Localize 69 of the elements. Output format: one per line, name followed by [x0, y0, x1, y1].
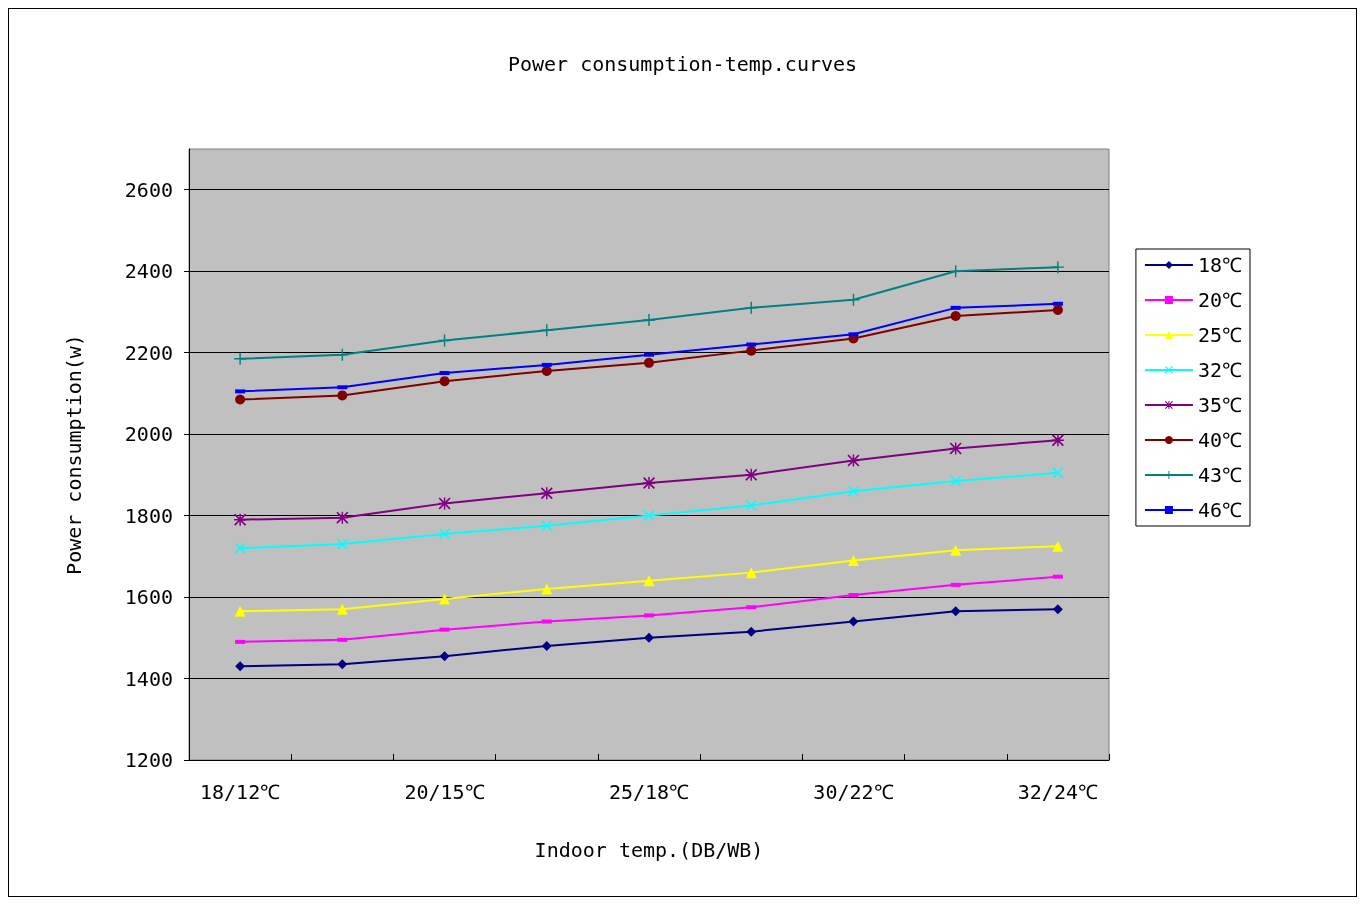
x-tick-label: 30/22℃ — [813, 780, 894, 804]
point — [745, 499, 757, 511]
y-tick-label: 1800 — [124, 503, 173, 528]
point — [950, 544, 962, 556]
point — [1051, 261, 1064, 274]
point — [1052, 604, 1063, 615]
point — [337, 390, 348, 401]
point — [643, 477, 655, 490]
legend-label: 35℃ — [1197, 393, 1243, 417]
y-tick-label: 2600 — [124, 177, 173, 202]
point — [848, 616, 859, 627]
point — [950, 606, 961, 617]
legend-label: 20℃ — [1197, 288, 1243, 312]
point — [950, 311, 961, 321]
chart-title: Power consumption-temp.curves — [507, 52, 858, 76]
point — [235, 394, 246, 405]
point — [745, 301, 758, 314]
point — [337, 659, 348, 670]
point — [439, 528, 451, 540]
point — [439, 593, 451, 605]
point — [336, 538, 348, 550]
point — [847, 454, 860, 467]
point — [746, 345, 757, 356]
legend-label: 18℃ — [1197, 253, 1243, 277]
y-tick-label: 1200 — [124, 748, 173, 772]
point — [540, 487, 553, 500]
point — [746, 626, 757, 637]
point — [643, 510, 655, 522]
y-tick-label: 1400 — [124, 666, 173, 691]
point — [643, 314, 655, 327]
legend-label: 43℃ — [1197, 463, 1243, 487]
point — [234, 542, 246, 554]
point — [1051, 434, 1064, 447]
x-tick-label: 18/12℃ — [200, 780, 281, 804]
x-tick-label: 20/15℃ — [404, 780, 485, 804]
point — [439, 376, 450, 387]
point — [541, 640, 552, 651]
point — [745, 468, 758, 481]
x-axis-title: Indoor temp.(DB/WB) — [534, 838, 764, 862]
point — [745, 567, 757, 579]
point — [439, 651, 450, 662]
point — [336, 603, 348, 615]
point — [234, 352, 247, 365]
point — [541, 583, 553, 595]
y-tick-label: 2000 — [124, 422, 173, 447]
point — [1052, 540, 1064, 552]
point — [950, 475, 962, 487]
point — [644, 357, 654, 368]
point — [643, 575, 655, 587]
point — [847, 554, 859, 566]
y-axis-title: Power consumption(w) — [62, 334, 86, 575]
x-tick-label: 25/18℃ — [608, 780, 690, 804]
point — [644, 632, 654, 643]
legend-label: 32℃ — [1197, 358, 1243, 382]
legend-label: 25℃ — [1197, 323, 1243, 347]
legend-label: 46℃ — [1197, 498, 1243, 522]
x-tick-label: 32/24℃ — [1017, 780, 1098, 804]
y-tick-label: 2200 — [124, 340, 173, 365]
point — [1052, 467, 1064, 479]
y-tick-label: 1600 — [124, 585, 173, 610]
point — [235, 661, 246, 672]
point — [234, 605, 246, 617]
y-tick-label: 2400 — [124, 259, 173, 284]
legend-label: 40℃ — [1197, 428, 1243, 452]
point — [847, 485, 859, 497]
point — [1052, 304, 1063, 315]
point — [438, 497, 451, 510]
point — [541, 366, 552, 376]
point — [541, 520, 553, 532]
